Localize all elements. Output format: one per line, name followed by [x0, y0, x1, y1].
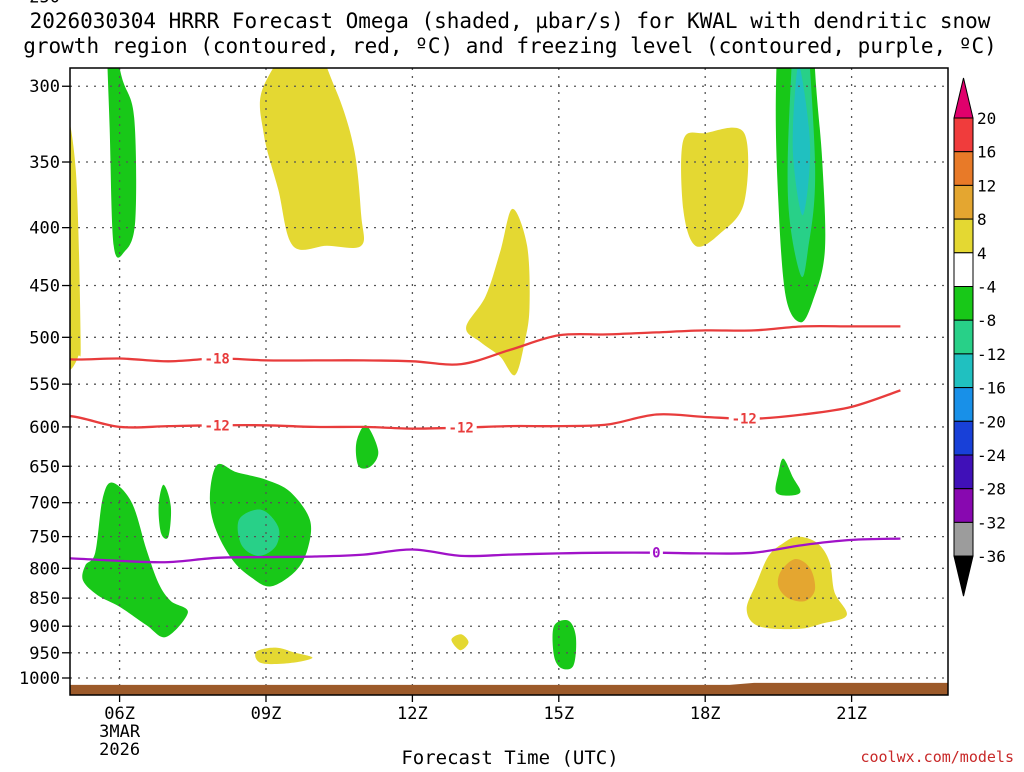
- omega-region-lift-0430z: [70, 124, 81, 371]
- colorbar-swatch-5: [953, 286, 974, 321]
- omega-region-lift-1300z-low: [451, 634, 469, 651]
- colorbar-swatch-12: [953, 521, 974, 557]
- omega-region-sink-0630z-low: [82, 482, 188, 638]
- colorbar-bottom-arrow: [953, 555, 974, 597]
- contour-line-dgz-upper: [70, 324, 901, 366]
- chart-title-line2: growth region (contoured, red, ºC) and f…: [23, 34, 997, 58]
- omega-region-sink-0900z-core: [237, 509, 280, 556]
- y-tick-label-450: 450: [29, 277, 60, 297]
- omega-region-sink-2000z-mid: [775, 458, 801, 496]
- colorbar-label-11: -28: [977, 480, 1006, 499]
- grid-layer: [70, 68, 948, 695]
- omega-region-sink-2000z-core: [792, 68, 811, 216]
- omega-colorbar: 20 16 12 8 4 -4 -8 -12 -16 -20 -24 -28 -32 -36: [953, 77, 1006, 597]
- x-tick-label-09Z: 09Z: [251, 704, 282, 724]
- contour-label-dgz-upper-0: -18: [205, 351, 230, 367]
- plot-frame: [69, 67, 949, 696]
- contour-label-dgz-lower-2: -12: [732, 411, 757, 427]
- y-tick-label-1000: 1000: [19, 669, 60, 689]
- y-tick-label-300: 300: [29, 77, 60, 97]
- x-tick-sublabel-1: 2026: [99, 740, 140, 760]
- y-tick-label-850: 850: [29, 589, 60, 609]
- colorbar-swatch-2: [953, 184, 974, 220]
- omega-region-sink-1500z-low: [552, 619, 577, 670]
- y-tick-label-350: 350: [29, 153, 60, 173]
- colorbar-swatch-7: [953, 353, 974, 389]
- x-tick-label-21Z: 21Z: [836, 704, 867, 724]
- colorbar-label-7: -12: [977, 345, 1006, 364]
- colorbar-swatch-9: [953, 420, 974, 456]
- colorbar-label-1: 16: [977, 143, 996, 162]
- y-tick-label-900: 900: [29, 617, 60, 637]
- colorbar-swatch-4: [953, 252, 974, 288]
- contour-label-dgz-lower-1: -12: [449, 421, 474, 437]
- colorbar-label-6: -8: [977, 311, 996, 330]
- colorbar-label-4: 4: [977, 244, 987, 263]
- y-tick-label-750: 750: [29, 528, 60, 548]
- x-tick-label-15Z: 15Z: [543, 704, 574, 724]
- x-tick-label-12Z: 12Z: [397, 704, 428, 724]
- omega-shading-layer: [70, 68, 847, 670]
- colorbar-swatch-10: [953, 454, 974, 490]
- y-tick-label-650: 650: [29, 457, 60, 477]
- contour-label-bg-dgz-lower-0: [201, 417, 233, 434]
- contour-label-freezing-level-0: 0: [652, 546, 660, 562]
- colorbar-label-9: -20: [977, 412, 1006, 431]
- contour-label-bg-dgz-lower-1: [445, 419, 477, 436]
- contour-layer: -18 -12 -12 -12 0: [70, 324, 901, 564]
- watermark: coolwx.com/models: [860, 748, 1014, 766]
- omega-region-lift-1000z-upper: [259, 68, 365, 250]
- y-tick-label-400: 400: [29, 219, 60, 239]
- contour-label-bg-freezing-level-0: [649, 544, 663, 561]
- omega-region-lift-0930z-low: [255, 647, 313, 665]
- chart-title-line1: 2026030304 HRRR Forecast Omega (shaded, …: [30, 9, 991, 33]
- colorbar-swatch-1: [953, 151, 974, 186]
- x-axis-title: Forecast Time (UTC): [401, 747, 618, 768]
- y-tick-label-950: 950: [29, 644, 60, 664]
- colorbar-swatch-3: [953, 218, 974, 254]
- omega-region-sink-1100z: [355, 425, 379, 469]
- y-axis: 250 300 350 400 450 500 550 600 650 700 750 800 850 9…: [19, 0, 70, 689]
- x-tick-sublabel-0: 3MAR: [99, 722, 141, 742]
- contour-label-bg-dgz-lower-2: [728, 410, 760, 427]
- x-tick-label-18Z: 18Z: [690, 704, 721, 724]
- colorbar-label-0: 20: [977, 109, 996, 128]
- omega-region-lift-1800z: [681, 127, 749, 247]
- omega-region-lift-2000z-core: [777, 558, 816, 602]
- colorbar-swatch-8: [953, 387, 974, 422]
- y-tick-label-550: 550: [29, 375, 60, 395]
- y-tick-label-500: 500: [29, 328, 60, 348]
- colorbar-swatch-11: [953, 488, 974, 523]
- y-tick-label-600: 600: [29, 418, 60, 438]
- omega-region-sink-0530z: [107, 68, 137, 258]
- colorbar-swatch-0: [953, 117, 974, 153]
- contour-label-dgz-lower-0: -12: [205, 418, 230, 434]
- x-tick-label-06Z: 06Z: [104, 704, 135, 724]
- omega-region-lift-1400z: [466, 208, 530, 376]
- colorbar-label-2: 12: [977, 176, 996, 195]
- y-tick-label-250: 250: [29, 0, 60, 8]
- omega-region-sink-0700z: [158, 484, 172, 539]
- colorbar-label-8: -16: [977, 379, 1006, 398]
- contour-label-bg-dgz-upper-0: [201, 350, 233, 367]
- y-tick-label-700: 700: [29, 494, 60, 514]
- colorbar-label-12: -32: [977, 513, 1006, 532]
- terrain-layer: [70, 682, 948, 695]
- colorbar-label-10: -24: [977, 446, 1006, 465]
- colorbar-label-3: 8: [977, 210, 987, 229]
- y-tick-label-800: 800: [29, 559, 60, 579]
- colorbar-swatch-6: [953, 319, 974, 355]
- colorbar-label-5: -4: [977, 278, 996, 297]
- colorbar-label-13: -36: [977, 547, 1006, 566]
- contour-line-freezing-level: [70, 537, 901, 564]
- terrain-fill: [70, 682, 948, 695]
